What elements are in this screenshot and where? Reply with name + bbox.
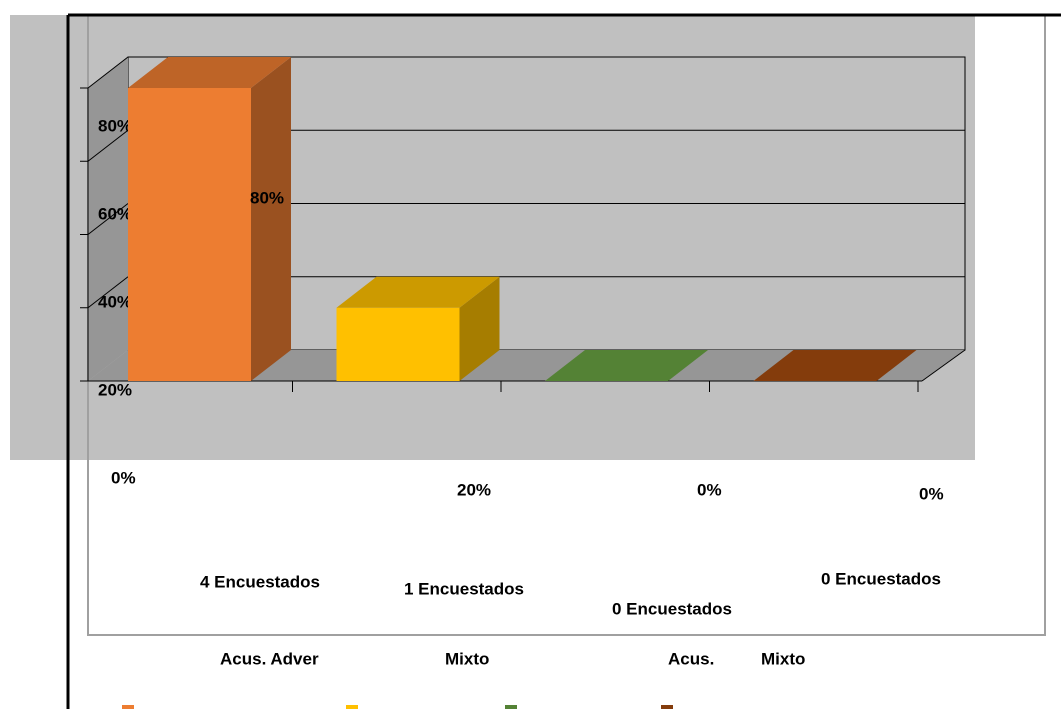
bar-top bbox=[545, 350, 708, 381]
data-label: 20% bbox=[457, 480, 491, 499]
x-tick-label: Acus. bbox=[668, 649, 714, 668]
bar-top bbox=[128, 57, 291, 88]
x-tick-label: Mixto bbox=[445, 649, 489, 668]
grid-line bbox=[87, 276, 129, 309]
legend-marker bbox=[122, 705, 134, 709]
bar-top bbox=[753, 350, 917, 381]
x-tick-label: Acus. Adver bbox=[220, 649, 319, 668]
bar bbox=[128, 57, 291, 381]
annotation: 0 Encuestados bbox=[612, 599, 732, 618]
x-tick-label: Mixto bbox=[761, 649, 805, 668]
floor bbox=[88, 350, 965, 381]
data-label: 0% bbox=[919, 484, 944, 503]
y-tick-label: 80% bbox=[98, 116, 132, 135]
y-tick-label: 0% bbox=[111, 468, 136, 487]
bar-top bbox=[336, 276, 500, 308]
bar-side bbox=[459, 276, 500, 381]
bar bbox=[753, 350, 917, 381]
x-axis bbox=[921, 349, 966, 382]
bar bbox=[545, 350, 708, 381]
legend-marker bbox=[505, 705, 517, 709]
y-tick-label: 20% bbox=[98, 380, 132, 399]
bar-side bbox=[251, 57, 291, 381]
annotation: 0 Encuestados bbox=[821, 569, 941, 588]
data-label: 80% bbox=[250, 188, 284, 207]
legend-marker bbox=[661, 705, 673, 709]
y-tick-label: 60% bbox=[98, 204, 132, 223]
grid-line bbox=[87, 56, 129, 89]
grid-line bbox=[87, 203, 129, 235]
legend-marker bbox=[346, 705, 358, 709]
grid-line bbox=[87, 129, 129, 162]
data-label: 0% bbox=[697, 480, 722, 499]
bar-front bbox=[128, 88, 251, 381]
bar bbox=[336, 276, 500, 381]
y-tick-label: 40% bbox=[98, 292, 132, 311]
bar-front bbox=[336, 307, 460, 381]
annotation: 4 Encuestados bbox=[200, 572, 320, 591]
annotation: 1 Encuestados bbox=[404, 579, 524, 598]
